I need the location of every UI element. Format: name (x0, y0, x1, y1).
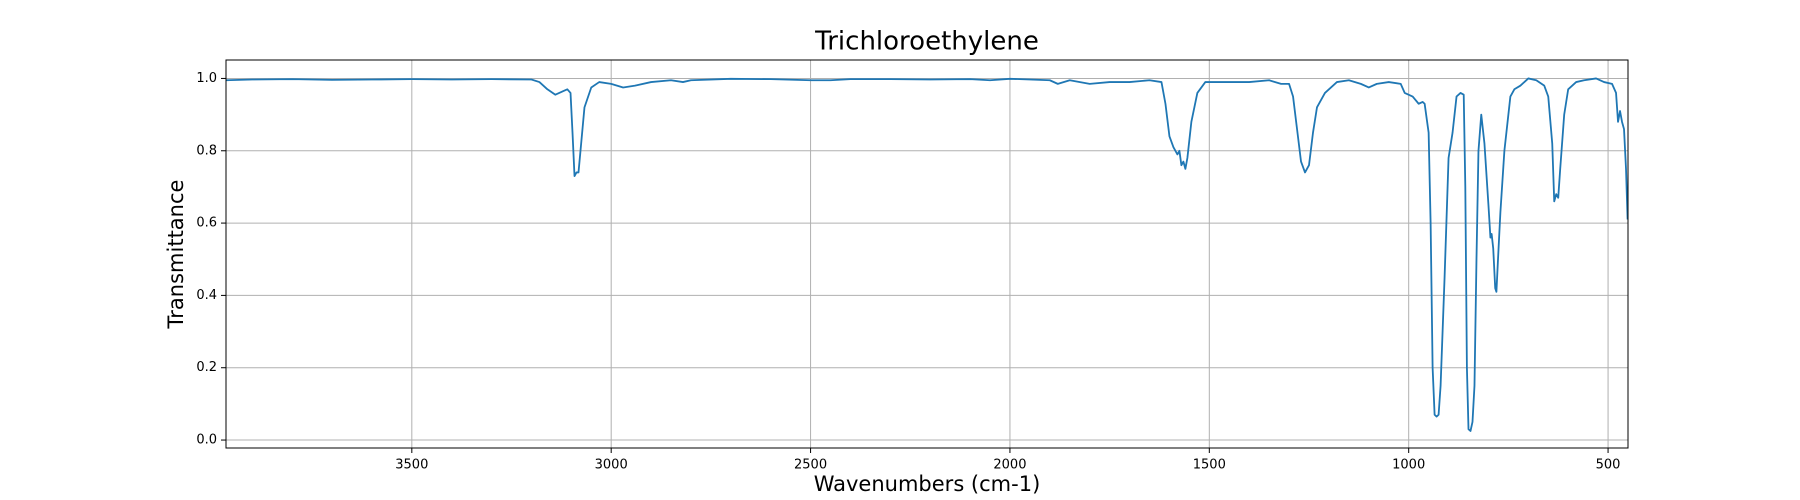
chart-title: Trichloroethylene (814, 27, 1039, 57)
y-tick-label: 1.0 (196, 71, 217, 86)
y-axis-label: Transmittance (164, 180, 188, 330)
x-tick-label: 2000 (993, 458, 1026, 473)
x-tick-label: 500 (1596, 458, 1621, 473)
x-tick-label: 2500 (794, 458, 827, 473)
y-tick-label: 0.8 (196, 143, 217, 158)
x-tick-label: 3000 (595, 458, 628, 473)
spectrum-line (226, 77, 1628, 432)
x-tick-label: 3500 (395, 458, 428, 473)
plot-frame (225, 59, 1629, 449)
y-tick-label: 0.2 (196, 360, 217, 375)
x-tick-label: 1500 (1193, 458, 1226, 473)
x-tick-label: 1000 (1392, 458, 1425, 473)
y-tick-label: 0.4 (196, 288, 217, 303)
x-axis-label: Wavenumbers (cm-1) (814, 472, 1041, 496)
y-tick-label: 0.0 (196, 433, 217, 448)
y-tick-label: 0.6 (196, 216, 217, 231)
